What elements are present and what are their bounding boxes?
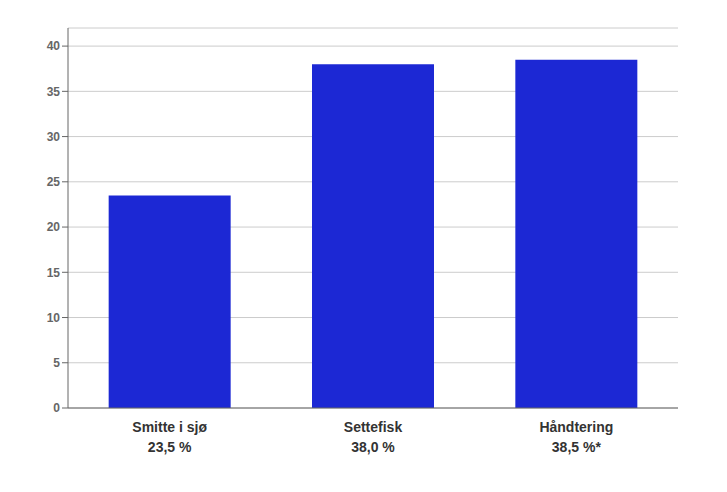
svg-text:40: 40 xyxy=(47,39,61,53)
svg-text:0: 0 xyxy=(53,401,60,415)
svg-text:35: 35 xyxy=(47,85,61,99)
svg-text:10: 10 xyxy=(47,311,61,325)
svg-text:25: 25 xyxy=(47,175,61,189)
svg-text:38,5 %*: 38,5 %* xyxy=(552,439,602,455)
svg-text:Smitte i sjø: Smitte i sjø xyxy=(132,419,207,435)
svg-text:15: 15 xyxy=(47,266,61,280)
svg-text:Håndtering: Håndtering xyxy=(539,419,613,435)
svg-text:5: 5 xyxy=(53,356,60,370)
svg-text:30: 30 xyxy=(47,130,61,144)
svg-text:20: 20 xyxy=(47,220,61,234)
svg-text:38,0 %: 38,0 % xyxy=(351,439,395,455)
svg-text:23,5 %: 23,5 % xyxy=(148,439,192,455)
svg-text:Settefisk: Settefisk xyxy=(344,419,403,435)
